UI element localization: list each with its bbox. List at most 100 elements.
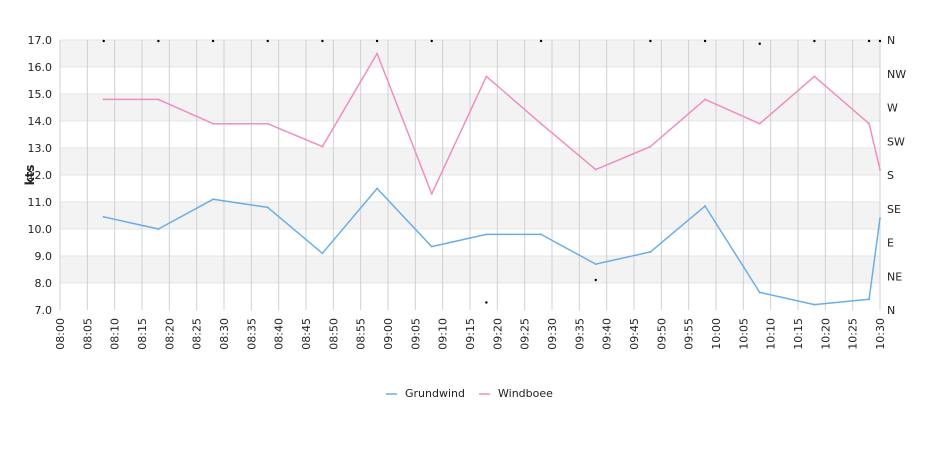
- y-axis-ticks: 7.0 8.0 9.0 10.0 11.0 12.0 13.0 14.0 15.0 16.0 17.…: [28, 34, 53, 317]
- direction-point: [157, 39, 160, 43]
- x-tick-label: 09:55: [683, 318, 696, 350]
- legend-label: Windboee: [498, 387, 553, 400]
- direction-tick-label: NW: [887, 68, 906, 81]
- x-tick-label: 08:50: [327, 318, 340, 350]
- data-point: [485, 75, 488, 78]
- x-tick-label: 10:20: [819, 318, 832, 350]
- data-point: [879, 168, 881, 171]
- x-tick-label: 08:15: [136, 318, 149, 350]
- direction-tick-label: E: [887, 237, 894, 250]
- y-tick-label: 10.0: [28, 223, 53, 236]
- direction-point: [878, 39, 882, 43]
- y-tick-label: 8.0: [35, 277, 53, 290]
- data-point: [212, 122, 215, 125]
- x-tick-label: 08:40: [273, 318, 286, 350]
- data-point: [212, 198, 215, 201]
- x-tick-label: 08:35: [245, 318, 258, 350]
- x-axis-ticks: 08:00 08:05 08:10 08:15 08:20 08:25 08:30 08:35…: [54, 318, 887, 350]
- y-tick-label: 13.0: [28, 142, 53, 155]
- direction-tick-label: SE: [887, 203, 901, 216]
- direction-points: [102, 39, 882, 304]
- data-point: [758, 122, 761, 125]
- y-tick-label: 11.0: [28, 196, 53, 209]
- x-tick-label: 10:00: [710, 318, 723, 350]
- x-tick-label: 08:05: [81, 318, 94, 350]
- x-tick-label: 09:35: [573, 318, 586, 350]
- data-point: [266, 122, 269, 125]
- y-axis-title: kts: [23, 165, 37, 186]
- x-tick-label: 09:20: [491, 318, 504, 350]
- y-tick-label: 16.0: [28, 61, 53, 74]
- data-point: [813, 303, 816, 306]
- direction-point: [649, 39, 652, 43]
- direction-tick-label: W: [887, 102, 898, 115]
- x-tick-label: 08:30: [218, 318, 231, 350]
- x-tick-label: 09:05: [409, 318, 422, 350]
- data-point: [376, 187, 379, 190]
- data-point: [321, 252, 324, 255]
- direction-point: [813, 39, 816, 43]
- data-point: [704, 205, 707, 208]
- direction-point: [430, 39, 433, 43]
- direction-point: [321, 39, 324, 43]
- y-tick-label: 15.0: [28, 88, 53, 101]
- series-line-grundwind: [103, 187, 881, 306]
- x-tick-label: 10:15: [792, 318, 805, 350]
- direction-point: [867, 39, 871, 43]
- data-point: [868, 298, 871, 301]
- direction-point: [703, 39, 707, 43]
- y-tick-label: 17.0: [28, 34, 53, 47]
- data-point: [813, 75, 816, 78]
- x-tick-label: 09:45: [628, 318, 641, 350]
- direction-point: [594, 278, 597, 282]
- data-point: [376, 52, 379, 55]
- series-lines: [102, 52, 881, 306]
- data-point: [321, 145, 324, 148]
- data-point: [102, 215, 105, 218]
- data-point: [540, 233, 543, 236]
- x-tick-label: 08:20: [163, 318, 176, 350]
- y-tick-label: 9.0: [35, 250, 53, 263]
- legend: Grundwind Windboee: [386, 387, 553, 400]
- direction-point: [539, 39, 543, 43]
- data-point: [649, 250, 652, 253]
- direction-tick-label: N: [887, 34, 895, 47]
- x-tick-label: 10:10: [765, 318, 778, 350]
- data-point: [540, 122, 543, 125]
- data-point: [879, 217, 881, 220]
- data-point: [704, 98, 707, 101]
- x-tick-label: 09:15: [464, 318, 477, 350]
- x-tick-label: 10:25: [847, 318, 860, 350]
- data-point: [430, 245, 433, 248]
- direction-axis-ticks: N NE E SE S SW W NW N: [887, 34, 906, 317]
- data-point: [430, 192, 433, 195]
- direction-point: [266, 39, 269, 43]
- data-point: [594, 263, 597, 266]
- direction-tick-label: N: [887, 304, 895, 317]
- legend-label: Grundwind: [405, 387, 465, 400]
- data-point: [649, 145, 652, 148]
- x-tick-label: 08:45: [300, 318, 313, 350]
- x-tick-label: 09:00: [382, 318, 395, 350]
- x-tick-label: 08:10: [109, 318, 122, 350]
- data-point: [157, 228, 160, 230]
- x-tick-label: 09:25: [519, 318, 532, 350]
- data-point: [157, 98, 160, 101]
- x-tick-label: 08:00: [54, 318, 67, 350]
- data-point: [868, 122, 871, 125]
- x-tick-label: 09:30: [546, 318, 559, 350]
- y-tick-label: 7.0: [35, 304, 53, 317]
- x-tick-label: 08:25: [191, 318, 204, 350]
- data-point: [485, 233, 488, 236]
- x-tick-label: 09:40: [601, 318, 614, 350]
- x-tick-label: 09:10: [437, 318, 450, 350]
- direction-point: [102, 39, 105, 43]
- y-tick-label: 12.0: [28, 169, 53, 182]
- x-tick-label: 08:55: [355, 318, 368, 350]
- direction-point: [485, 301, 488, 304]
- y-tick-label: 14.0: [28, 115, 53, 128]
- direction-tick-label: NE: [887, 270, 902, 283]
- direction-tick-label: S: [887, 169, 894, 182]
- x-tick-label: 10:30: [874, 318, 887, 350]
